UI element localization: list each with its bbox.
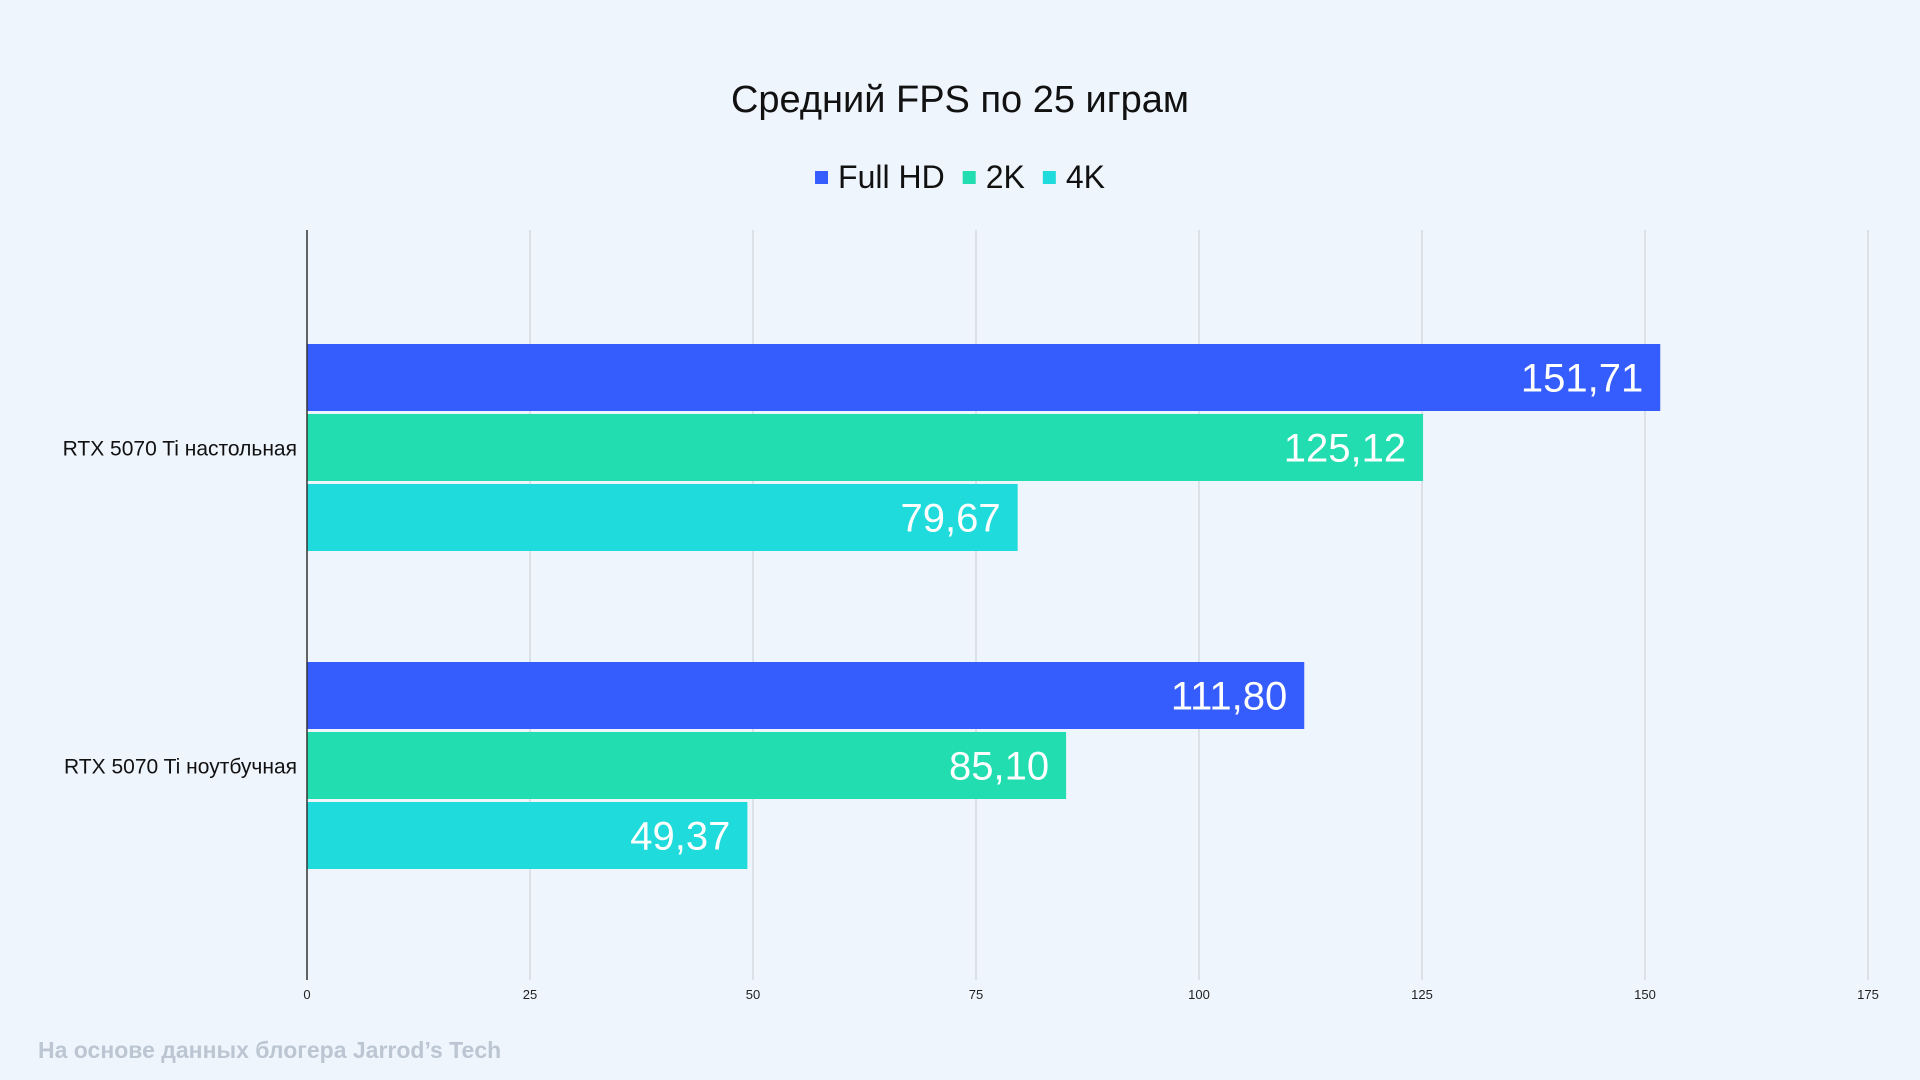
legend-item-full-hd: Full HD [815,159,945,195]
chart-title: Средний FPS по 25 играм [731,79,1189,121]
bar-4k-2 [307,802,748,869]
legend-label: 4K [1066,159,1105,195]
data-labels: 151,71 125,12 79,67 111,80 85,10 49,37 [630,357,1643,859]
bar-full-hd-2 [307,662,1305,729]
data-label-full-hd-2: 111,80 [1171,675,1287,719]
data-label-full-hd-1: 151,71 [1521,357,1643,401]
legend-swatch [1042,171,1056,184]
legend-swatch [962,171,976,184]
legend-swatch [815,171,829,184]
category-label-1: RTX 5070 Ti настольная [63,438,297,461]
data-label-2k-2: 85,10 [949,745,1049,789]
legend-label: 2K [986,159,1025,195]
x-tick-label-0: 0 [303,987,310,1002]
x-tick-label-50: 50 [746,987,760,1002]
bar-2k-1 [307,414,1424,481]
legend-item-4k: 4K [1042,159,1105,195]
data-label-4k-2: 49,37 [630,815,730,859]
x-tick-label-125: 125 [1411,987,1433,1002]
x-tick-label-150: 150 [1634,987,1656,1002]
bar-full-hd-1 [307,344,1661,411]
x-axis-ticks: 0 25 50 75 100 125 150 175 [303,987,1878,1002]
legend-item-2k: 2K [962,159,1025,195]
category-label-2: RTX 5070 Ti ноутбучная [64,756,297,779]
data-label-4k-1: 79,67 [901,497,1001,541]
x-tick-label-25: 25 [523,987,537,1002]
source-footnote: На основе данных блогера Jarrod’s Tech [38,1037,502,1063]
x-tick-label-100: 100 [1188,987,1210,1002]
category-labels: RTX 5070 Ti настольная RTX 5070 Ti ноутбу… [63,438,297,779]
bars [307,344,1661,869]
legend: Full HD 2K 4K [815,159,1105,195]
bar-4k-1 [307,484,1018,551]
data-label-2k-1: 125,12 [1284,427,1406,471]
x-tick-label-75: 75 [969,987,983,1002]
bar-2k-2 [307,732,1067,799]
legend-label: Full HD [838,159,945,195]
x-tick-label-175: 175 [1857,987,1879,1002]
